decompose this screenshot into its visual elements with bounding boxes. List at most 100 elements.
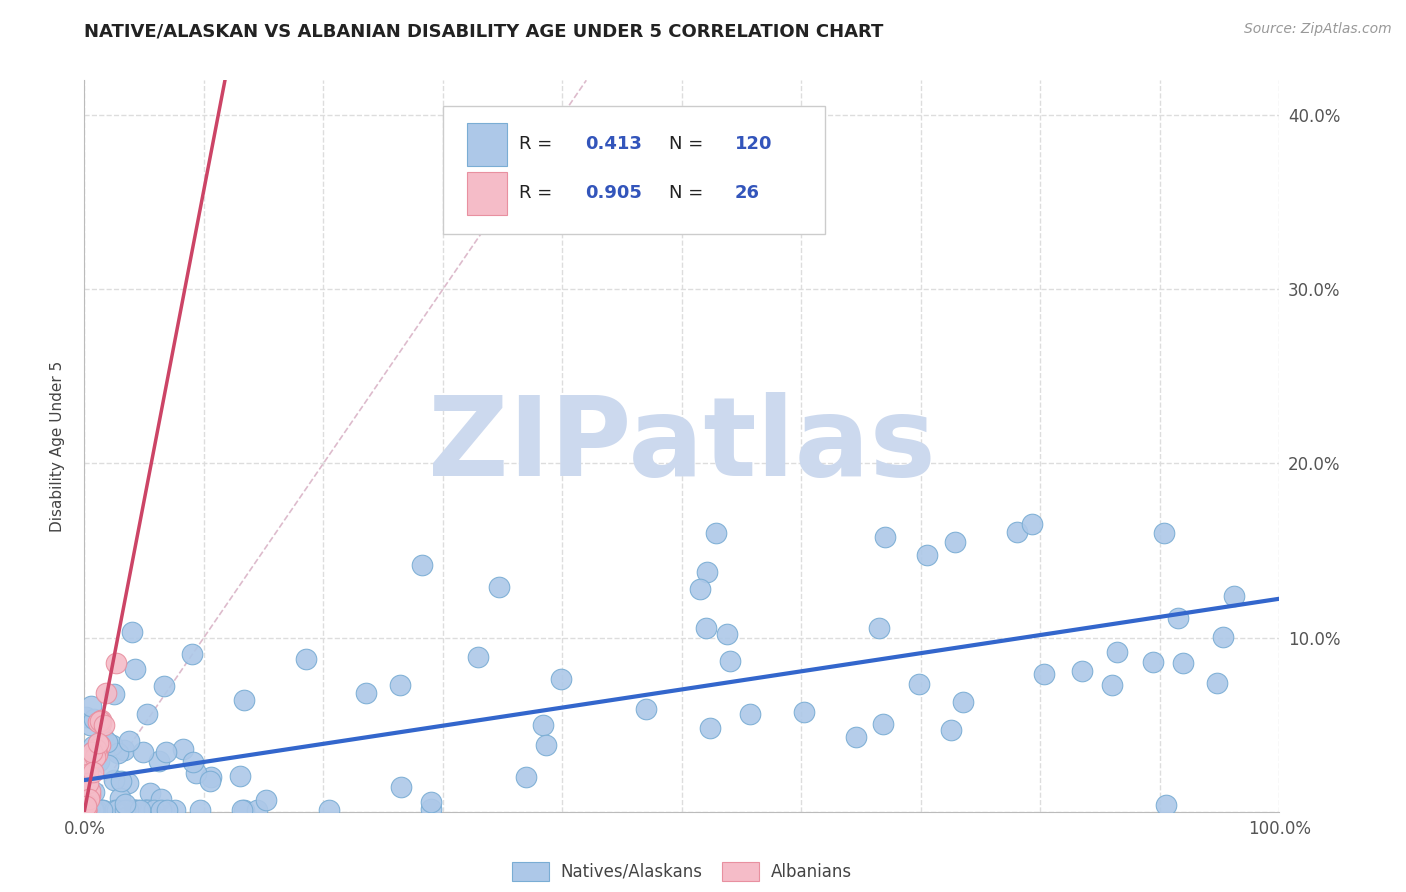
Point [124, 803, 146, 817]
FancyBboxPatch shape [443, 106, 825, 234]
Point [75, 798, 97, 813]
Point [636, 701, 658, 715]
Point [254, 792, 277, 806]
Point [114, 742, 136, 756]
Point [941, 723, 963, 738]
Point [105, 803, 128, 817]
Point [82, 803, 104, 817]
Text: NATIVE/ALASKAN VS ALBANIAN DISABILITY AGE UNDER 5 CORRELATION CHART: NATIVE/ALASKAN VS ALBANIAN DISABILITY AG… [84, 22, 884, 40]
Point [233, 803, 256, 817]
Point [229, 769, 252, 783]
Point [172, 741, 194, 756]
Point [80, 745, 103, 759]
Text: Source: ZipAtlas.com: Source: ZipAtlas.com [1244, 22, 1392, 37]
Point [77, 803, 100, 817]
Point [79, 750, 101, 764]
Point [89, 714, 111, 729]
Point [943, 534, 966, 549]
Text: 0.905: 0.905 [585, 185, 643, 202]
Text: R =: R = [519, 136, 558, 153]
Point [873, 530, 896, 544]
Point [83, 803, 105, 817]
Point [915, 548, 938, 562]
Point [156, 803, 179, 817]
Point [718, 654, 741, 668]
Point [1005, 524, 1028, 539]
Text: 26: 26 [734, 185, 759, 202]
Point [121, 624, 143, 639]
Text: 120: 120 [734, 136, 772, 153]
Point [94, 686, 117, 700]
Point [90, 803, 112, 817]
Point [105, 803, 128, 817]
Point [1142, 655, 1164, 669]
Point [124, 803, 146, 817]
Point [738, 706, 761, 721]
Point [83, 785, 105, 799]
Point [124, 662, 146, 676]
Point [1021, 516, 1043, 531]
Point [139, 786, 162, 800]
Point [550, 672, 572, 686]
Point [89, 738, 111, 752]
Point [295, 652, 318, 666]
Point [75, 803, 97, 817]
Point [155, 745, 177, 759]
Point [181, 755, 204, 769]
Point [107, 746, 129, 760]
Point [83, 712, 105, 726]
Text: 0.413: 0.413 [585, 136, 643, 153]
Point [75, 710, 97, 724]
Point [143, 803, 166, 817]
Point [84, 750, 107, 764]
Point [75, 803, 97, 817]
Point [200, 770, 222, 784]
Point [93, 718, 115, 732]
Point [1222, 589, 1244, 603]
Point [356, 686, 378, 700]
Point [75, 803, 97, 817]
Point [716, 626, 738, 640]
Point [186, 766, 208, 780]
Point [150, 792, 173, 806]
Point [79, 792, 101, 806]
Point [91, 803, 114, 817]
Point [246, 803, 269, 817]
Legend: Natives/Alaskans, Albanians: Natives/Alaskans, Albanians [505, 855, 859, 888]
Point [129, 803, 152, 817]
Point [108, 790, 131, 805]
Point [75, 803, 97, 817]
Point [389, 780, 412, 795]
Point [82, 745, 104, 759]
Point [139, 803, 162, 817]
FancyBboxPatch shape [467, 171, 508, 215]
Point [79, 718, 101, 732]
Point [1101, 678, 1123, 692]
Point [1206, 676, 1229, 690]
Point [91, 803, 114, 817]
Point [515, 770, 537, 784]
Point [77, 767, 100, 781]
Text: N =: N = [669, 185, 709, 202]
Point [845, 730, 868, 744]
Point [79, 783, 101, 797]
Point [96, 758, 118, 772]
Point [231, 803, 253, 817]
Point [114, 797, 136, 812]
Point [872, 717, 894, 731]
Point [75, 797, 97, 812]
Point [104, 656, 127, 670]
Point [117, 776, 139, 790]
Point [90, 714, 112, 728]
Point [868, 621, 890, 635]
Point [696, 566, 718, 580]
Point [135, 803, 157, 817]
Point [952, 695, 974, 709]
Point [84, 803, 107, 817]
Point [704, 525, 727, 540]
Point [793, 705, 815, 719]
Point [84, 803, 107, 817]
Point [135, 706, 157, 721]
Point [127, 803, 149, 817]
Point [419, 795, 441, 809]
